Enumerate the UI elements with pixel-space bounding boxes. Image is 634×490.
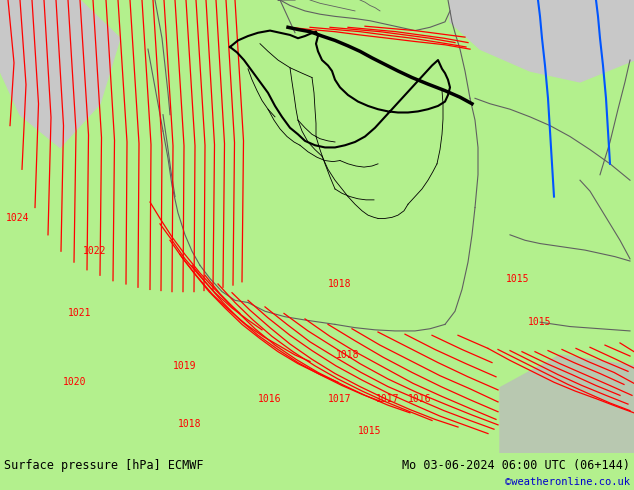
Text: 1015: 1015 — [358, 426, 382, 437]
Text: 1022: 1022 — [83, 246, 107, 256]
Polygon shape — [500, 355, 634, 453]
Text: 1017: 1017 — [328, 393, 352, 404]
Text: 1024: 1024 — [6, 214, 30, 223]
Text: 1017: 1017 — [376, 393, 400, 404]
Text: 1018: 1018 — [178, 419, 202, 429]
Text: 1021: 1021 — [68, 308, 92, 318]
Polygon shape — [0, 0, 120, 147]
Text: 1019: 1019 — [173, 361, 197, 371]
Text: Mo 03-06-2024 06:00 UTC (06+144): Mo 03-06-2024 06:00 UTC (06+144) — [402, 459, 630, 472]
Text: 1018: 1018 — [328, 279, 352, 289]
Text: ©weatheronline.co.uk: ©weatheronline.co.uk — [505, 477, 630, 487]
Text: 1016: 1016 — [258, 393, 281, 404]
Text: 1016: 1016 — [408, 393, 432, 404]
Text: 1015: 1015 — [507, 273, 530, 284]
Polygon shape — [450, 0, 634, 82]
Text: Surface pressure [hPa] ECMWF: Surface pressure [hPa] ECMWF — [4, 459, 204, 472]
Text: 1020: 1020 — [63, 377, 87, 387]
Text: 1015: 1015 — [528, 317, 552, 327]
Polygon shape — [580, 104, 634, 278]
Text: 1018: 1018 — [336, 350, 359, 360]
